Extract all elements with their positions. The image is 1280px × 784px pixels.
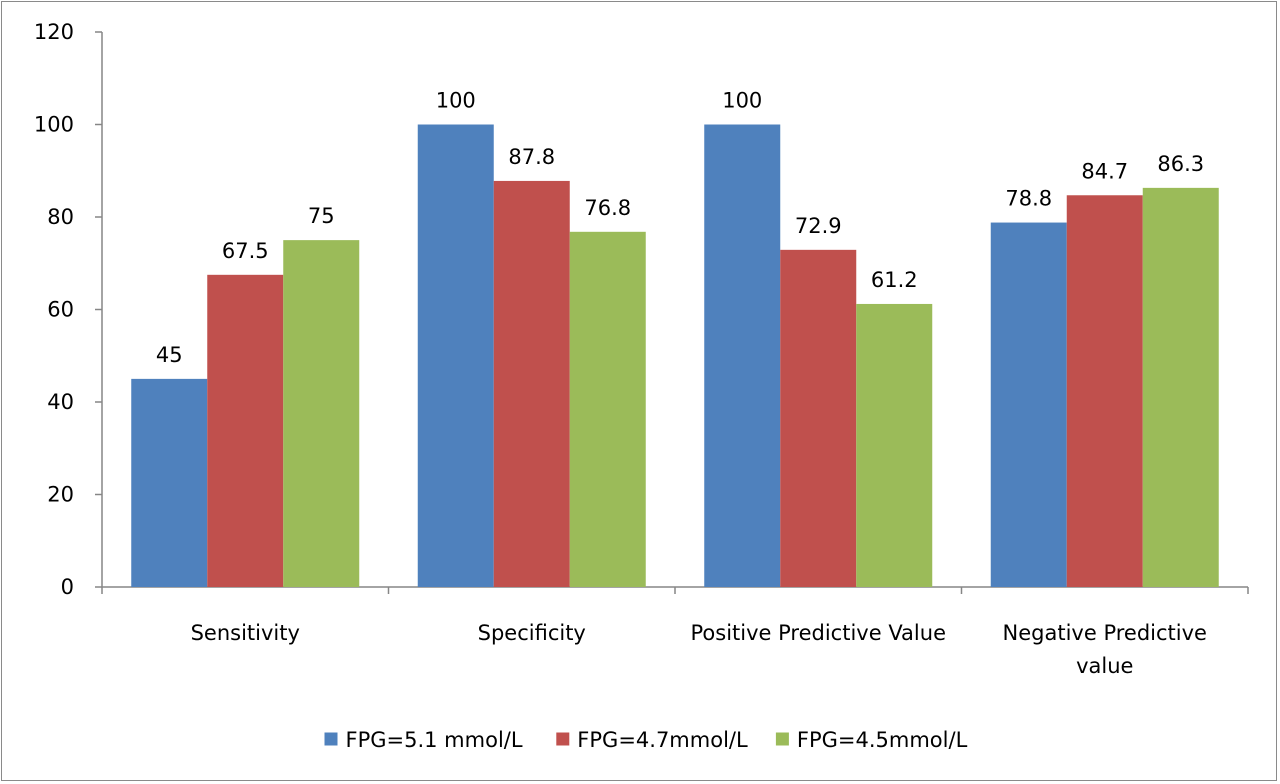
y-tick-label: 80 — [47, 205, 74, 229]
data-label: 67.5 — [222, 239, 269, 263]
bar — [856, 303, 933, 587]
legend-item: FPG=5.1 mmol/L — [324, 728, 523, 752]
legend-swatch — [324, 732, 338, 746]
bar — [569, 231, 646, 588]
bar — [780, 249, 857, 587]
legend-label: FPG=4.5mmol/L — [797, 728, 968, 752]
data-label: 100 — [436, 89, 476, 113]
legend-item: FPG=4.5mmol/L — [775, 728, 968, 752]
data-label: 84.7 — [1081, 159, 1128, 183]
y-tick-label: 20 — [47, 483, 74, 507]
data-label: 76.8 — [584, 196, 631, 220]
category-label: Specificity — [478, 621, 586, 645]
category-label: Positive Predictive Value — [691, 621, 947, 645]
category-label: Sensitivity — [191, 621, 300, 645]
data-label: 86.3 — [1157, 152, 1204, 176]
y-tick-label: 40 — [47, 390, 74, 414]
bar — [283, 240, 360, 587]
category-label: Negative Predictive — [1003, 621, 1207, 645]
data-label: 75 — [308, 204, 335, 228]
data-label: 72.9 — [795, 214, 842, 238]
data-label: 78.8 — [1005, 187, 1052, 211]
y-tick-label: 0 — [61, 575, 74, 599]
legend-item: FPG=4.7mmol/L — [556, 728, 748, 752]
bar — [207, 274, 284, 587]
data-labels: 45 67.5 75 100 87.8 76.8 100 72.9 61.2 78.8 84.7 86… — [156, 89, 1204, 367]
data-label: 45 — [156, 343, 183, 367]
bar — [704, 124, 781, 587]
legend-swatch — [775, 732, 789, 746]
y-tick-label: 120 — [34, 20, 74, 44]
bar — [1066, 195, 1143, 587]
data-label: 61.2 — [871, 268, 918, 292]
bars — [131, 124, 1219, 588]
data-label: 87.8 — [508, 145, 555, 169]
legend-label: FPG=4.7mmol/L — [577, 728, 748, 752]
bar — [417, 124, 494, 587]
legend: FPG=5.1 mmol/L FPG=4.7mmol/L FPG=4.5mmol/L — [324, 728, 968, 752]
bar — [990, 222, 1067, 588]
legend-swatch — [556, 732, 570, 746]
y-tick-label: 100 — [34, 113, 74, 137]
category-label: value — [1076, 654, 1133, 678]
data-label: 100 — [722, 89, 762, 113]
y-tick-label: 60 — [47, 298, 74, 322]
bar — [131, 378, 208, 587]
bar — [1142, 187, 1219, 588]
legend-label: FPG=5.1 mmol/L — [346, 728, 523, 752]
bar — [493, 180, 570, 588]
